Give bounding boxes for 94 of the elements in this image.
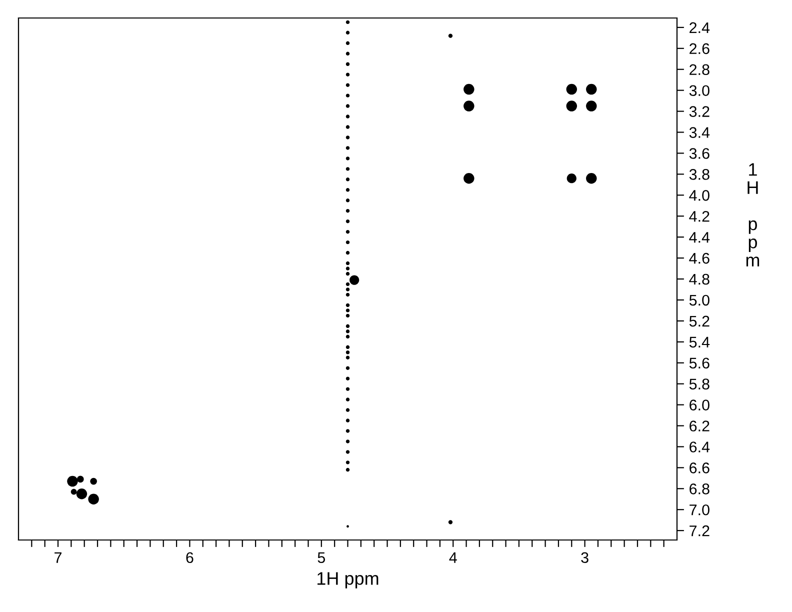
point — [346, 30, 350, 35]
point — [346, 324, 350, 328]
x-tick-label: 4 — [449, 552, 457, 563]
point — [346, 350, 350, 354]
y-tick-label: 4.6 — [689, 252, 710, 264]
point — [586, 172, 597, 184]
y-tick-label: 5.2 — [689, 316, 710, 327]
y-tick-label: 2.8 — [690, 64, 710, 76]
point — [346, 125, 350, 129]
y-tick-label: 6.8 — [690, 484, 710, 494]
point — [88, 494, 99, 504]
point — [346, 345, 350, 349]
point — [464, 172, 474, 184]
x-tick-label: 5 — [318, 552, 326, 564]
y-tick-label: 6.6 — [690, 462, 710, 474]
point — [346, 303, 350, 308]
point — [346, 418, 350, 422]
point — [346, 356, 350, 360]
point — [346, 72, 350, 76]
point — [346, 450, 350, 454]
point — [464, 84, 474, 95]
y-tick-label: 4.2 — [689, 210, 710, 222]
y-tick-label: 4.0 — [689, 190, 710, 201]
point — [346, 250, 350, 255]
x-tick-label: 6 — [186, 552, 194, 564]
point — [346, 314, 350, 318]
point — [346, 94, 350, 98]
point — [346, 460, 350, 464]
point — [346, 282, 350, 286]
point — [346, 366, 350, 370]
y-tick-label: 3.8 — [689, 169, 710, 180]
text: 1H ppm — [746, 163, 760, 266]
x-axis-title: 1H ppm — [318, 572, 378, 588]
point — [566, 84, 578, 95]
point — [346, 156, 350, 160]
point — [346, 20, 350, 24]
point — [346, 408, 350, 412]
y-tick-label: 5.8 — [689, 378, 710, 390]
point — [346, 41, 350, 46]
point — [346, 308, 350, 312]
point — [346, 266, 350, 270]
point — [346, 240, 350, 244]
point — [346, 198, 350, 202]
point — [346, 376, 350, 380]
point — [346, 104, 350, 108]
point — [346, 230, 350, 234]
x-tick-label: 7 — [54, 552, 62, 563]
y-tick-label: 4.8 — [689, 274, 710, 285]
point — [346, 288, 350, 292]
y-tick-label: 3.2 — [689, 106, 710, 117]
y-tick-label: 6.0 — [690, 400, 710, 410]
point — [346, 146, 350, 150]
y-tick-label: 7.2 — [690, 525, 710, 536]
point — [346, 334, 350, 339]
point — [346, 167, 350, 171]
point — [67, 476, 78, 487]
point — [586, 84, 597, 95]
point — [346, 440, 350, 444]
y-tick-label: 2.4 — [690, 22, 710, 33]
y-tick-label: 3.0 — [689, 85, 710, 96]
y-tick-label: 3.4 — [689, 127, 710, 138]
point — [346, 272, 350, 276]
y-tick-label: 6.4 — [690, 442, 710, 452]
point — [586, 100, 597, 112]
point — [566, 174, 576, 184]
point — [346, 114, 350, 118]
point — [346, 52, 350, 56]
y-tick-label: 6.2 — [690, 420, 710, 432]
y-tick-label: 4.4 — [689, 232, 710, 243]
x-tick-label: 3 — [581, 552, 588, 564]
point — [76, 488, 88, 500]
y-tick-label: 2.6 — [690, 43, 710, 54]
y-tick-label: 5.0 — [689, 294, 710, 306]
point — [346, 62, 350, 66]
point — [346, 136, 350, 140]
y-tick-label: 7.0 — [690, 504, 710, 516]
point — [346, 178, 350, 182]
point — [346, 83, 350, 87]
point — [346, 219, 350, 224]
point — [350, 275, 360, 285]
y-tick-label: 5.6 — [689, 358, 710, 369]
point — [346, 387, 350, 391]
point — [346, 209, 350, 213]
point — [346, 188, 350, 192]
point — [346, 261, 350, 266]
point — [464, 100, 474, 112]
point — [346, 398, 350, 402]
point — [566, 100, 578, 112]
point — [346, 429, 350, 433]
y-tick-label: 5.4 — [689, 336, 710, 348]
point — [346, 468, 350, 472]
point — [346, 330, 350, 334]
point — [346, 292, 350, 297]
y-tick-label: 3.6 — [689, 148, 710, 159]
